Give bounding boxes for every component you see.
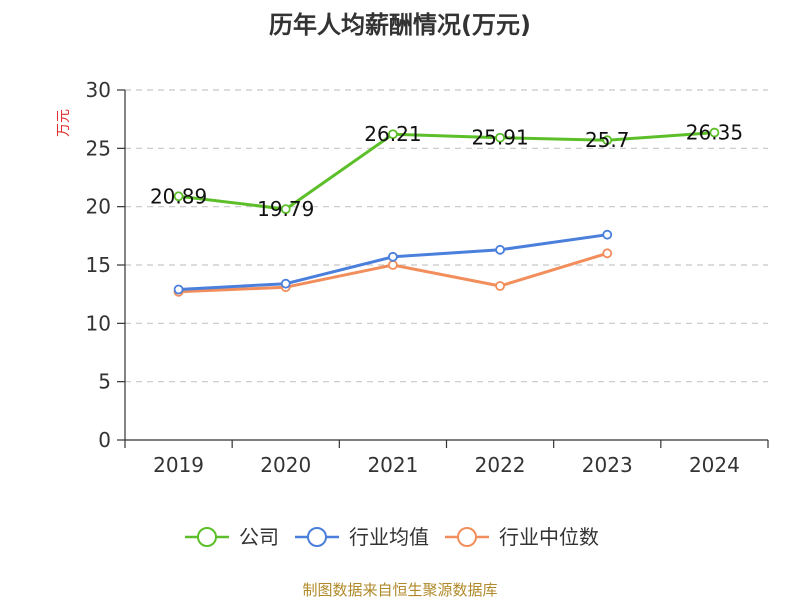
data-label: 25.7 <box>585 128 630 152</box>
data-point <box>173 191 184 202</box>
data-label: 26.35 <box>686 121 743 145</box>
data-label: 19.79 <box>257 197 314 221</box>
y-tick-label: 10 <box>86 311 111 335</box>
data-point <box>602 135 613 146</box>
data-point <box>173 284 184 295</box>
legend-label: 公司 <box>239 525 279 549</box>
y-tick-label: 25 <box>86 136 111 160</box>
legend-marker <box>457 527 477 547</box>
y-axis-label: 万元 <box>56 109 72 137</box>
legend-label: 行业均值 <box>349 525 429 549</box>
x-tick-label: 2023 <box>582 453 633 477</box>
data-label: 25.91 <box>471 126 528 150</box>
y-tick-label: 20 <box>86 195 111 219</box>
legend: 公司 行业均值 行业中位数 <box>185 525 599 549</box>
data-point <box>602 248 613 259</box>
data-point <box>280 204 291 215</box>
data-point <box>495 132 505 143</box>
legend-label: 行业中位数 <box>499 525 599 549</box>
y-tick-label: 15 <box>86 253 111 277</box>
data-label: 26.21 <box>364 122 421 146</box>
data-point <box>388 260 398 270</box>
x-tick-label: 2024 <box>689 453 740 477</box>
source-note: 制图数据来自恒生聚源数据库 <box>302 581 497 599</box>
data-point <box>388 251 398 262</box>
data-point <box>602 229 613 240</box>
series-line <box>178 131 715 211</box>
data-label: 20.89 <box>150 184 207 208</box>
grid <box>125 89 768 383</box>
data-point <box>280 278 291 289</box>
chart-title: 历年人均薪酬情况(万元) <box>269 11 531 39</box>
y-tick-label: 0 <box>98 428 111 452</box>
data-point <box>495 281 505 291</box>
data-point <box>495 244 505 255</box>
data-point <box>388 129 398 140</box>
x-tick-label: 2021 <box>367 453 418 477</box>
axes: 0 5 10 15 20 25 30 2019 2020 2021 2022 2023 2024 <box>86 78 769 477</box>
y-tick-label: 5 <box>98 370 111 394</box>
legend-marker <box>307 527 327 547</box>
legend-marker <box>197 527 217 547</box>
data-point <box>709 127 720 138</box>
x-tick-label: 2022 <box>475 453 526 477</box>
data-labels: 20.89 19.79 26.21 25.91 25.7 26.35 <box>150 121 743 222</box>
x-tick-label: 2019 <box>153 453 204 477</box>
y-tick-label: 30 <box>86 78 111 102</box>
x-tick-label: 2020 <box>260 453 311 477</box>
series-group <box>173 127 720 297</box>
